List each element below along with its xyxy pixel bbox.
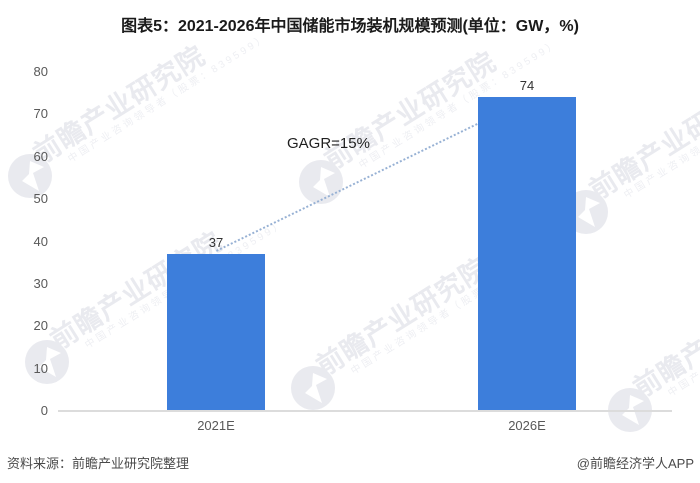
bar-2021E: [167, 254, 265, 410]
y-tick-label: 10: [33, 360, 48, 376]
chart-title: 图表5：2021-2026年中国储能市场装机规模预测(单位：GW，%): [121, 18, 579, 35]
y-tick-label: 70: [33, 106, 48, 122]
credit-note: @前瞻经济学人APP: [576, 456, 694, 471]
source-note: 资料来源：前瞻产业研究院整理: [7, 456, 190, 471]
x-tick-label-2026E: 2026E: [508, 418, 546, 433]
cagr-annotation: GAGR=15%: [287, 135, 370, 152]
y-tick-label: 60: [33, 148, 48, 164]
y-tick-label: 20: [33, 318, 48, 334]
bar-value-label: 74: [519, 78, 535, 93]
y-tick-label: 0: [40, 403, 48, 418]
y-tick-label: 50: [33, 191, 48, 207]
x-tick-label-2021E: 2021E: [197, 418, 235, 433]
bar-2026E: [478, 97, 576, 410]
y-tick-label: 80: [33, 64, 48, 79]
y-tick-label: 40: [33, 233, 48, 249]
x-axis-line: [58, 410, 672, 412]
bar-value-label: 37: [208, 235, 224, 250]
y-tick-label: 30: [33, 275, 48, 291]
